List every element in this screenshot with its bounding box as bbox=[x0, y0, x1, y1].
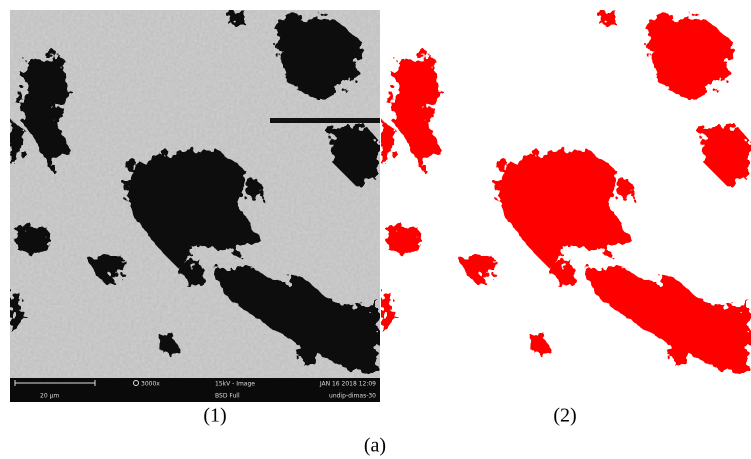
sem-image bbox=[10, 10, 380, 378]
mode: 15kV - Image bbox=[215, 381, 255, 388]
scale: 20 µm bbox=[40, 393, 59, 400]
inset-border bbox=[270, 118, 380, 123]
detector: BSD Full bbox=[215, 393, 240, 400]
panel-caption: (1) bbox=[203, 405, 226, 427]
magnification: 3000x bbox=[141, 381, 160, 388]
segmented-image bbox=[381, 10, 751, 402]
panel-caption: (2) bbox=[553, 405, 576, 427]
date: JAN 16 2018 12:09 bbox=[319, 381, 376, 388]
figure-caption: (a) bbox=[364, 435, 386, 457]
sample: undip-dimas-30 bbox=[329, 393, 376, 400]
info-bar: 3000x 15kV - Image JAN 16 2018 12:09 20 … bbox=[10, 378, 380, 402]
